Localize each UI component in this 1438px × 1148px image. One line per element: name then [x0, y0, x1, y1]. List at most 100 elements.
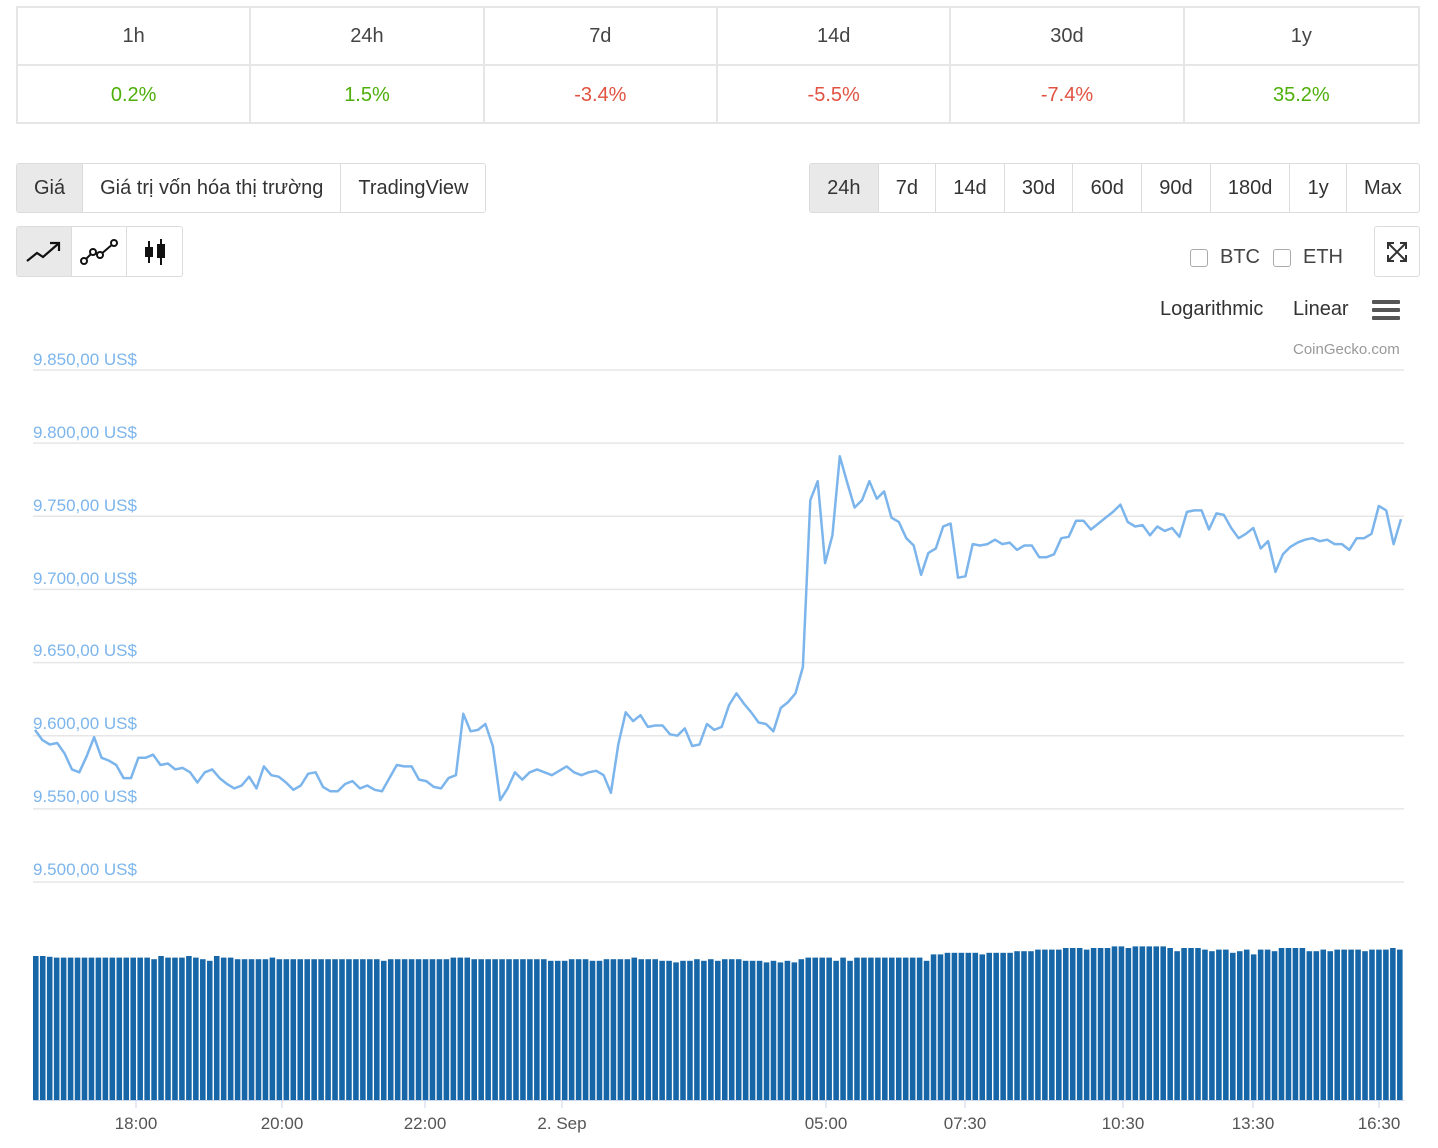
volume-bar — [367, 959, 373, 1100]
volume-bar — [137, 957, 143, 1100]
logarithmic-scale-button[interactable]: Logarithmic — [1160, 298, 1264, 320]
volume-bar — [547, 960, 554, 1100]
volume-bar — [889, 957, 895, 1100]
volume-bar — [561, 960, 568, 1100]
volume-bar — [450, 957, 457, 1100]
x-tick-label: 13:30 — [1231, 1114, 1275, 1133]
volume-bar — [520, 959, 526, 1100]
volume-bar — [67, 957, 74, 1100]
volume-bar — [165, 957, 171, 1100]
price-line[interactable] — [33, 455, 1403, 802]
volume-bar — [624, 959, 631, 1100]
y-tick-label: 9.600,00 US$ — [33, 714, 137, 733]
tab-tradingview[interactable]: TradingView — [358, 176, 469, 199]
tab-price[interactable]: Giá — [17, 164, 84, 212]
range-180d-button[interactable]: 180d — [1211, 164, 1291, 212]
compare-eth[interactable]: ETH — [1273, 246, 1343, 269]
volume-bar — [854, 957, 860, 1100]
volume-bar — [1334, 949, 1340, 1100]
y-tick-label: 9.650,00 US$ — [33, 641, 137, 660]
volume-bar — [798, 959, 805, 1100]
btc-label: BTC — [1220, 246, 1260, 268]
volume-bar — [297, 959, 304, 1100]
volume-bar — [534, 959, 540, 1100]
chart-credit[interactable]: CoinGecko.com — [1293, 341, 1400, 358]
range-7d-button[interactable]: 7d — [879, 164, 937, 212]
volume-bar — [1111, 946, 1118, 1100]
volume-bar — [374, 959, 380, 1100]
volume-bar — [554, 960, 561, 1100]
volume-bar — [1146, 946, 1153, 1100]
change-value: 35.2% — [1272, 83, 1330, 106]
volume-bar — [95, 957, 102, 1100]
volume-bar — [1195, 948, 1201, 1100]
volume-bar — [1397, 949, 1403, 1100]
volume-bar — [53, 957, 60, 1100]
volume-bar — [248, 959, 255, 1100]
volume-bar — [464, 957, 471, 1100]
compare-btc[interactable]: BTC — [1190, 246, 1260, 269]
volume-bar — [1056, 949, 1062, 1100]
volume-bar — [380, 960, 387, 1100]
x-tick-label: 22:00 — [403, 1114, 447, 1133]
menu-icon[interactable] — [1372, 300, 1400, 320]
volume-bar — [735, 959, 742, 1100]
volume-bar — [666, 960, 672, 1100]
range-30d-button[interactable]: 30d — [1005, 164, 1074, 212]
line-points-chart-icon — [80, 238, 118, 265]
volume-bar — [346, 959, 352, 1100]
volume-bar — [1327, 951, 1334, 1100]
volume-bar — [1139, 946, 1146, 1100]
volume-bar — [422, 959, 429, 1100]
volume-bar — [325, 959, 331, 1100]
range-24h-button[interactable]: 24h — [810, 164, 879, 212]
volume-bar — [972, 952, 979, 1100]
volume-bar — [394, 959, 401, 1100]
volume-bar — [902, 957, 909, 1100]
range-14d-button[interactable]: 14d — [936, 164, 1005, 212]
tab-market-cap[interactable]: Giá trị vốn hóa thị trường — [83, 164, 342, 212]
line-chart-button[interactable] — [17, 227, 72, 276]
volume-bar — [1160, 946, 1166, 1100]
x-tick-label: 18:00 — [114, 1114, 158, 1133]
volume-bar — [1202, 949, 1208, 1100]
volume-bar — [1383, 949, 1389, 1100]
volume-bar — [833, 960, 839, 1100]
volume-bar — [1014, 951, 1020, 1100]
volume-bar — [1278, 948, 1285, 1100]
range-90d-button[interactable]: 90d — [1142, 164, 1211, 212]
range-1y-button[interactable]: 1y — [1290, 164, 1347, 212]
volume-bar — [777, 962, 784, 1100]
volume-bar — [1007, 952, 1013, 1100]
line-points-chart-button[interactable] — [72, 227, 127, 276]
volume-bar — [527, 959, 533, 1100]
volume-bar — [1230, 952, 1236, 1100]
x-tick-label: 2. Sep — [537, 1114, 587, 1133]
y-tick-label: 9.700,00 US$ — [33, 569, 137, 588]
volume-bar — [1216, 949, 1222, 1100]
volume-bar — [130, 957, 136, 1100]
volume-bar — [819, 957, 825, 1100]
volume-bar — [213, 956, 220, 1100]
volume-bar — [255, 959, 262, 1100]
volume-bar — [944, 952, 951, 1100]
fullscreen-button[interactable] — [1374, 226, 1420, 277]
candlestick-chart-button[interactable] — [127, 227, 182, 276]
price-change-table: 1h 24h 7d 14d 30d 1y 0.2% 1.5% -3.4% -5.… — [16, 6, 1420, 124]
range-60d-button[interactable]: 60d — [1073, 164, 1143, 212]
volume-bar — [457, 957, 464, 1100]
volume-bar — [659, 960, 665, 1100]
volume-bar — [875, 957, 881, 1100]
change-value: 1.5% — [251, 66, 485, 124]
volume-bar — [227, 957, 234, 1100]
volume-bar — [1028, 951, 1034, 1100]
volume-bar — [986, 952, 992, 1100]
eth-checkbox[interactable] — [1273, 248, 1291, 267]
volume-bar — [1299, 948, 1306, 1100]
range-max-button[interactable]: Max — [1364, 176, 1402, 199]
linear-scale-button[interactable]: Linear — [1293, 298, 1349, 320]
btc-checkbox[interactable] — [1190, 248, 1208, 267]
volume-bar — [220, 957, 227, 1100]
volume-bar — [1188, 948, 1194, 1100]
